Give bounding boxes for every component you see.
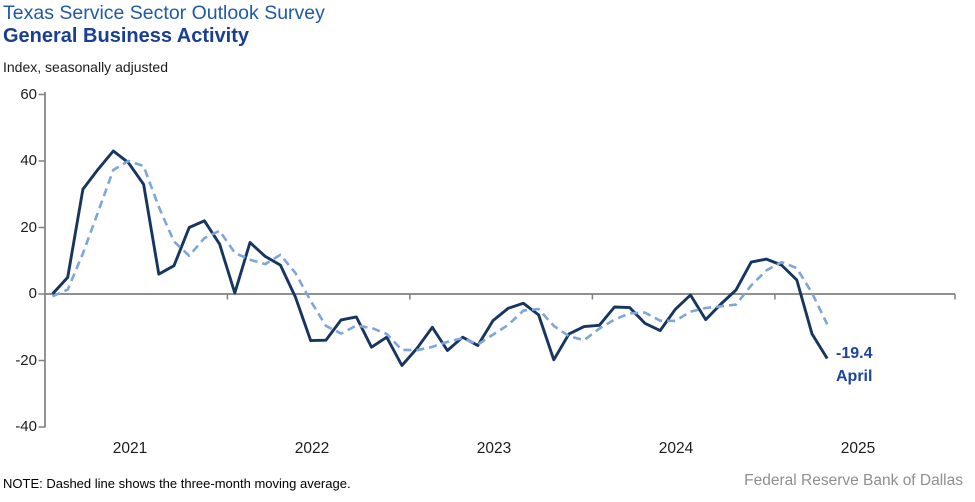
chart-subtitle: General Business Activity [3, 25, 250, 47]
source-credit: Federal Reserve Bank of Dallas [744, 472, 963, 489]
x-year-label: 2025 [840, 440, 876, 457]
x-year-label: 2021 [112, 440, 148, 457]
y-tick-label: -40 [15, 418, 37, 435]
y-tick-label: -20 [15, 351, 37, 369]
axis-unit-label: Index, seasonally adjusted [3, 59, 168, 75]
annotation-value: -19.4 [836, 345, 873, 362]
latest-value-annotation: -19.4 April [836, 342, 872, 388]
moving-average-line [51, 159, 829, 352]
y-tick-label: 40 [20, 152, 37, 169]
annotation-month: April [836, 368, 873, 385]
y-tick-label: 20 [20, 218, 37, 236]
index-line [51, 149, 829, 367]
y-tick-label: 0 [28, 285, 37, 302]
x-year-label: 2023 [476, 440, 512, 457]
x-year-label: 2022 [294, 440, 330, 457]
chart-title: Texas Service Sector Outlook Survey [3, 2, 325, 24]
x-year-label: 2024 [658, 440, 694, 457]
footnote: NOTE: Dashed line shows the three-month … [3, 476, 351, 491]
y-tick-label: 60 [20, 85, 37, 103]
